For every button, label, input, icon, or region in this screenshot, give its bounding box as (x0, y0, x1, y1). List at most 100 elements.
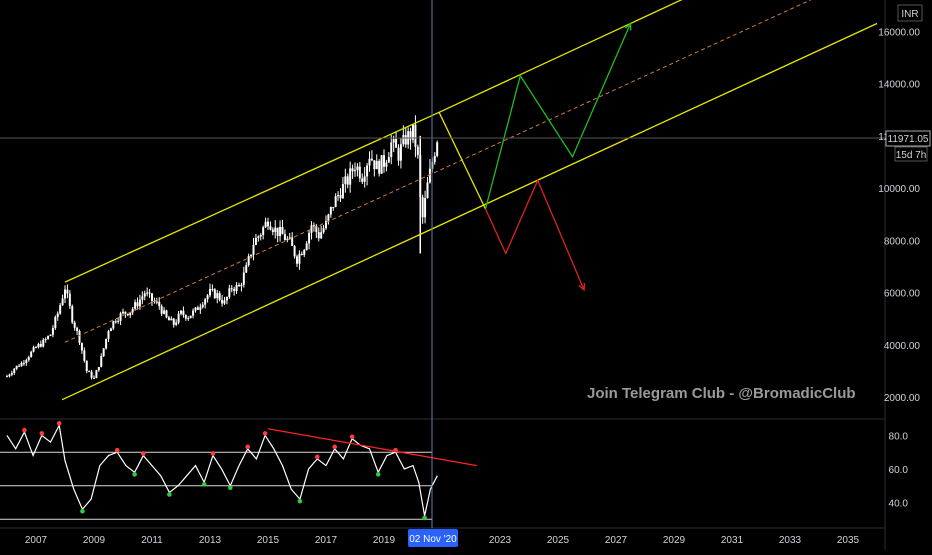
candle-body (6, 376, 8, 378)
time-tick-label: 2017 (315, 535, 338, 546)
candle-body (167, 317, 170, 321)
rsi-peak-marker (332, 444, 338, 450)
candle-body (233, 288, 236, 292)
candle-body (199, 307, 202, 310)
candle-body (20, 362, 23, 367)
candle-body (114, 321, 117, 323)
candle-body (433, 155, 436, 163)
bear-projection-line (484, 178, 585, 291)
candle-body (428, 168, 431, 183)
price-tick-label: 16000.00 (878, 27, 920, 38)
candle-body (71, 306, 74, 323)
candle-body (349, 168, 352, 185)
candle-body (64, 289, 66, 299)
watermark-text: Join Telegram Club - @BromadicClub (587, 385, 856, 402)
candle-body (160, 306, 163, 314)
candle-body (380, 155, 383, 174)
candle-body (378, 160, 381, 174)
candle-body (390, 142, 393, 158)
candle-body (308, 232, 311, 244)
rsi-axis[interactable]: 80.0 60.0 40.0 (889, 431, 909, 509)
candle-body (117, 320, 120, 322)
rsi-trough-marker (375, 472, 381, 477)
candle-body (221, 299, 224, 304)
candle-body (274, 227, 277, 232)
candle-body (141, 296, 144, 300)
candle-body (279, 226, 282, 236)
candle-body (85, 360, 88, 372)
rsi-peak-marker (262, 431, 268, 436)
candle-body (404, 135, 407, 145)
rsi-trough-marker (422, 515, 427, 521)
candle-body (22, 362, 25, 364)
candle-body (238, 285, 240, 287)
candle-body (264, 221, 267, 228)
price-tick-label: 8000.00 (884, 236, 921, 247)
rsi-line (6, 423, 438, 517)
candle-body (136, 302, 139, 307)
rsi-levels (0, 451, 432, 520)
candle-body (10, 372, 13, 375)
rsi-layer (6, 421, 477, 521)
candle-body (47, 335, 50, 339)
candles-layer (6, 115, 439, 380)
candle-body (298, 253, 301, 264)
rsi-peak-marker (245, 444, 250, 450)
candle-body (392, 139, 395, 143)
candle-body (32, 347, 35, 352)
candle-body (138, 299, 141, 307)
candle-body (262, 227, 265, 235)
candle-body (317, 232, 320, 239)
candle-body (172, 318, 175, 325)
candle-body (78, 330, 81, 343)
candle-body (370, 158, 373, 161)
last-price-label: 11971.05 (888, 134, 929, 145)
candle-body (35, 347, 37, 349)
time-tick-label: 2033 (779, 535, 802, 546)
rsi-tick-label: 80.0 (889, 431, 909, 442)
candle-body (102, 348, 105, 357)
candle-body (291, 237, 294, 246)
time-tick-label: 2023 (489, 535, 512, 546)
candle-body (184, 315, 187, 319)
candle-body (267, 221, 269, 227)
candle-body (148, 292, 151, 294)
candle-body (416, 146, 419, 156)
rsi-peak-marker (315, 454, 320, 460)
candle-body (354, 170, 356, 172)
candle-body (213, 289, 216, 299)
time-tick-label: 2035 (837, 535, 860, 546)
candle-body (387, 157, 390, 163)
candle-body (288, 237, 291, 239)
projection-drop-line (438, 112, 487, 210)
currency-badge: INR (901, 9, 918, 20)
rsi-trough-marker (167, 492, 172, 497)
candle-body (51, 328, 54, 335)
candle-body (27, 357, 30, 360)
currency-badge-box (897, 4, 923, 22)
bull-arrowhead (624, 22, 632, 31)
candle-body (424, 198, 427, 218)
candle-body (315, 225, 318, 233)
candle-body (155, 301, 158, 303)
rsi-peak-marker (141, 451, 146, 456)
candle-body (337, 195, 340, 197)
candle-body (163, 310, 166, 314)
candle-body (332, 206, 335, 208)
candle-body (341, 184, 344, 199)
candle-body (412, 124, 414, 140)
candle-body (269, 226, 272, 230)
time-axis[interactable]: 2007 2009 2011 2013 2015 2017 2019 2023 2025 2027… (25, 535, 860, 546)
candle-body (281, 226, 284, 235)
bear-arrowhead (578, 282, 586, 292)
candle-body (358, 166, 361, 179)
candle-body (88, 371, 91, 373)
candle-body (15, 365, 18, 369)
candle-body (107, 331, 110, 339)
time-tick-label: 2015 (257, 535, 280, 546)
candle-body (182, 310, 185, 316)
last-price-box (885, 130, 931, 147)
candle-body (59, 305, 62, 314)
